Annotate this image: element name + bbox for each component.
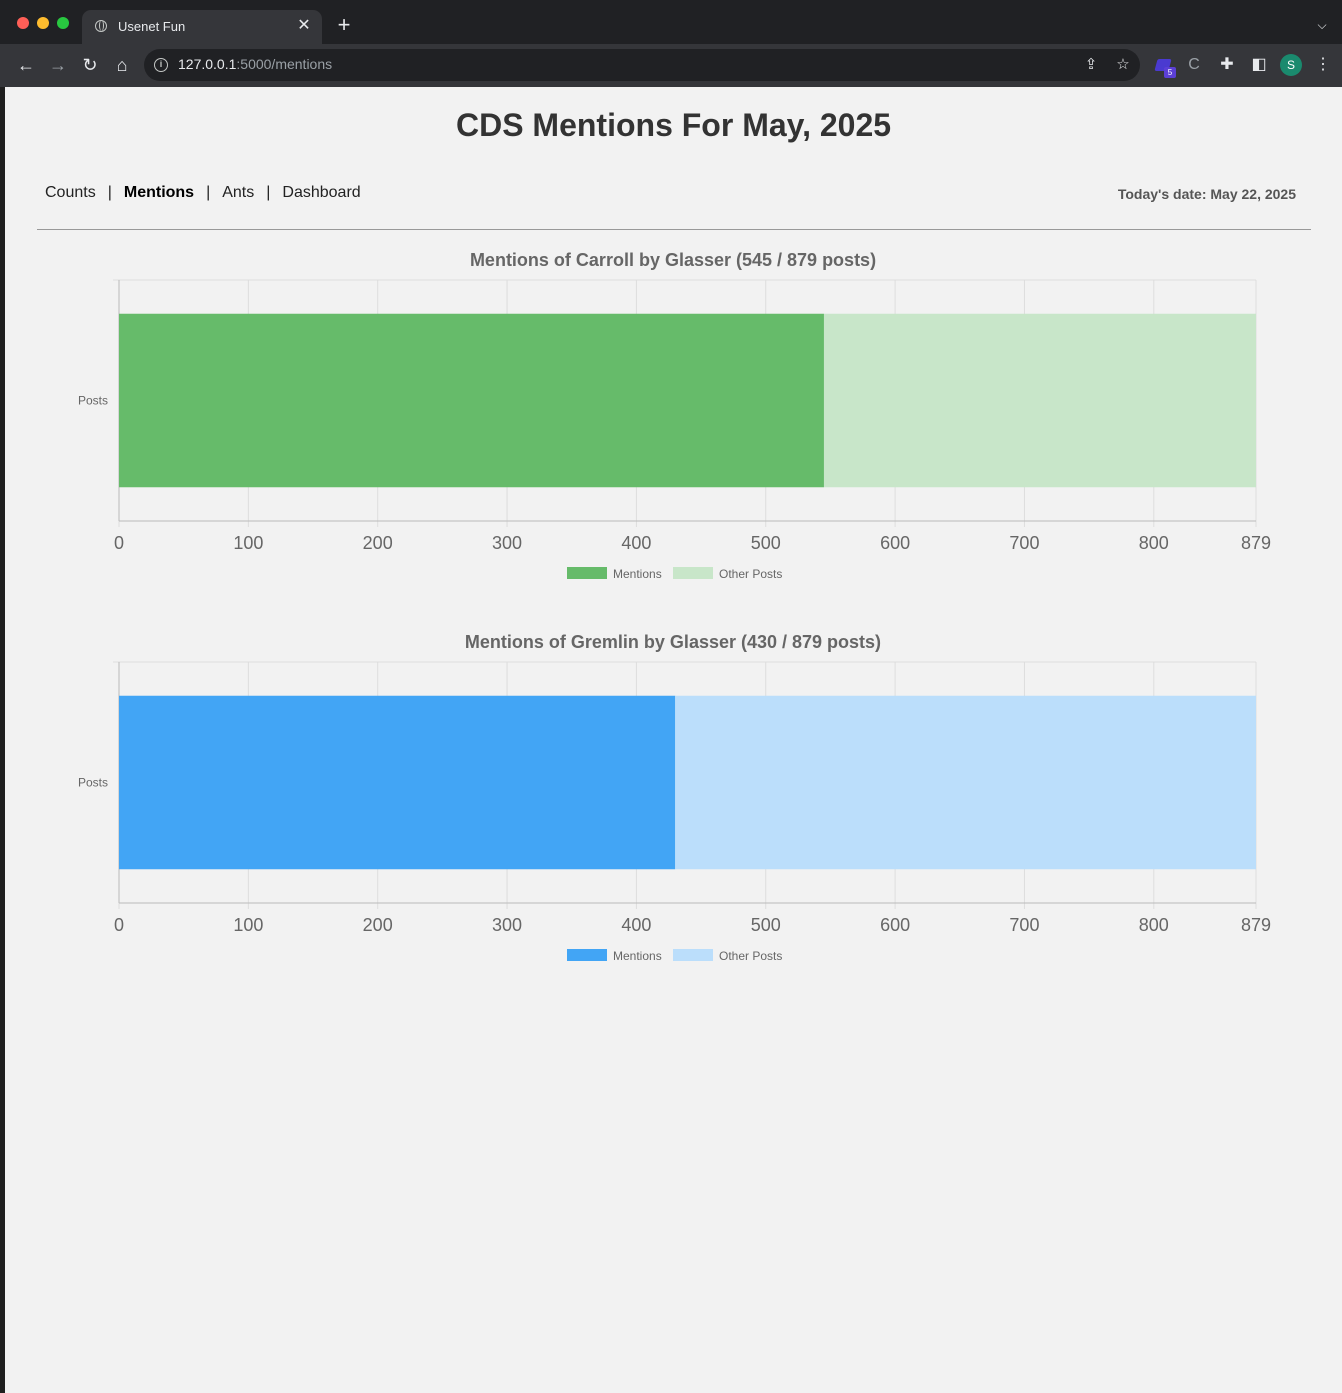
chart-carroll-svg: Mentions of Carroll by Glasser (545 / 87… bbox=[78, 250, 1271, 581]
close-window-button[interactable] bbox=[17, 17, 29, 29]
x-tick-label: 800 bbox=[1139, 915, 1169, 935]
browser-tab[interactable]: Usenet Fun ✕ bbox=[82, 10, 322, 44]
nav-separator: | bbox=[107, 184, 112, 201]
site-info-icon[interactable]: i bbox=[154, 58, 168, 72]
legend-label: Mentions bbox=[613, 949, 662, 963]
x-tick-label: 879 bbox=[1241, 533, 1271, 553]
x-tick-label: 800 bbox=[1139, 533, 1169, 553]
todays-date: Today's date: May 22, 2025 bbox=[1117, 186, 1296, 202]
side-panel-icon[interactable]: ◧ bbox=[1251, 56, 1267, 73]
bar-mentions bbox=[119, 695, 676, 870]
header-divider bbox=[37, 229, 1311, 230]
x-tick-label: 500 bbox=[751, 915, 781, 935]
x-tick-label: 300 bbox=[492, 533, 522, 553]
nav-separator: | bbox=[206, 184, 211, 201]
nav-separator: | bbox=[266, 184, 271, 201]
share-icon[interactable]: ⇪ bbox=[1084, 56, 1098, 73]
y-category-label: Posts bbox=[78, 394, 108, 408]
globe-icon bbox=[95, 20, 107, 32]
x-tick-label: 879 bbox=[1241, 915, 1271, 935]
puzzle-extensions-icon[interactable]: ✚ bbox=[1220, 56, 1234, 73]
page-title: CDS Mentions For May, 2025 bbox=[455, 107, 892, 143]
extension-c-icon[interactable]: C bbox=[1188, 56, 1200, 73]
legend-swatch bbox=[673, 567, 713, 579]
chart-carroll: Mentions of Carroll by Glasser (545 / 87… bbox=[5, 242, 1342, 602]
x-tick-label: 500 bbox=[751, 533, 781, 553]
chart-gremlin-svg: Mentions of Gremlin by Glasser (430 / 87… bbox=[78, 632, 1271, 963]
bar-other-posts bbox=[823, 313, 1256, 488]
extension-badge: 5 bbox=[1164, 67, 1176, 78]
x-tick-label: 0 bbox=[114, 915, 124, 935]
tab-bar: Usenet Fun ✕ + ⌵ bbox=[0, 0, 1342, 44]
legend-swatch bbox=[567, 949, 607, 961]
chart-title: Mentions of Gremlin by Glasser (430 / 87… bbox=[465, 632, 881, 652]
back-arrow-icon[interactable]: ← bbox=[17, 55, 35, 75]
nav-link-ants[interactable]: Ants bbox=[222, 184, 255, 201]
x-tick-label: 700 bbox=[1009, 915, 1039, 935]
x-tick-label: 400 bbox=[621, 533, 651, 553]
x-tick-label: 100 bbox=[233, 533, 263, 553]
tab-title: Usenet Fun bbox=[118, 19, 186, 34]
forward-arrow-icon[interactable]: → bbox=[49, 55, 67, 75]
legend-label: Other Posts bbox=[719, 567, 782, 581]
bookmark-star-icon[interactable]: ☆ bbox=[1116, 56, 1130, 73]
legend-swatch bbox=[673, 949, 713, 961]
main-nav: Counts | Mentions | Ants | Dashboard bbox=[45, 184, 361, 202]
y-category-label: Posts bbox=[78, 776, 108, 790]
home-icon[interactable]: ⌂ bbox=[116, 55, 128, 75]
nav-link-dashboard[interactable]: Dashboard bbox=[282, 184, 361, 201]
x-tick-label: 300 bbox=[492, 915, 522, 935]
x-tick-label: 0 bbox=[114, 533, 124, 553]
minimize-window-button[interactable] bbox=[37, 17, 49, 29]
x-tick-label: 600 bbox=[880, 533, 910, 553]
new-tab-button[interactable]: + bbox=[337, 12, 351, 37]
browser-toolbar: ← → ↻ ⌂ i 127.0.0.1:5000/mentions ⇪ ☆ C … bbox=[0, 44, 1342, 87]
legend-swatch bbox=[567, 567, 607, 579]
chart-title: Mentions of Carroll by Glasser (545 / 87… bbox=[470, 250, 876, 270]
bar-mentions bbox=[119, 313, 824, 488]
x-tick-label: 700 bbox=[1009, 533, 1039, 553]
legend-label: Mentions bbox=[613, 567, 662, 581]
x-tick-label: 200 bbox=[363, 533, 393, 553]
legend-label: Other Posts bbox=[719, 949, 782, 963]
kebab-menu-icon[interactable]: ⋮ bbox=[1315, 56, 1331, 73]
chart-gremlin: Mentions of Gremlin by Glasser (430 / 87… bbox=[5, 624, 1342, 984]
x-tick-label: 100 bbox=[233, 915, 263, 935]
nav-link-counts[interactable]: Counts bbox=[45, 184, 96, 201]
url-text[interactable]: 127.0.0.1:5000/mentions bbox=[178, 56, 333, 72]
nav-link-mentions[interactable]: Mentions bbox=[123, 184, 195, 201]
tab-search-chevron-icon[interactable]: ⌵ bbox=[1317, 18, 1327, 32]
x-tick-label: 400 bbox=[621, 915, 651, 935]
close-tab-icon[interactable]: ✕ bbox=[297, 17, 311, 34]
page-content: CDS Mentions For May, 2025 Counts | Mentio… bbox=[5, 87, 1342, 1393]
x-tick-label: 200 bbox=[363, 915, 393, 935]
address-bar[interactable]: i 127.0.0.1:5000/mentions ⇪ ☆ bbox=[144, 49, 1140, 81]
profile-avatar[interactable]: S bbox=[1280, 54, 1302, 76]
maximize-window-button[interactable] bbox=[57, 17, 69, 29]
reload-icon[interactable]: ↻ bbox=[82, 55, 98, 75]
x-tick-label: 600 bbox=[880, 915, 910, 935]
bar-other-posts bbox=[675, 695, 1256, 870]
